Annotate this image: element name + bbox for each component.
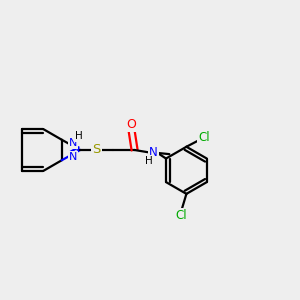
Text: N: N <box>149 146 158 159</box>
Text: Cl: Cl <box>198 131 210 144</box>
Text: N: N <box>68 138 77 148</box>
Text: H: H <box>145 156 153 166</box>
Text: S: S <box>92 143 100 157</box>
Text: O: O <box>127 118 136 131</box>
Text: H: H <box>75 131 83 141</box>
Text: N: N <box>68 152 77 162</box>
Text: Cl: Cl <box>176 208 187 222</box>
